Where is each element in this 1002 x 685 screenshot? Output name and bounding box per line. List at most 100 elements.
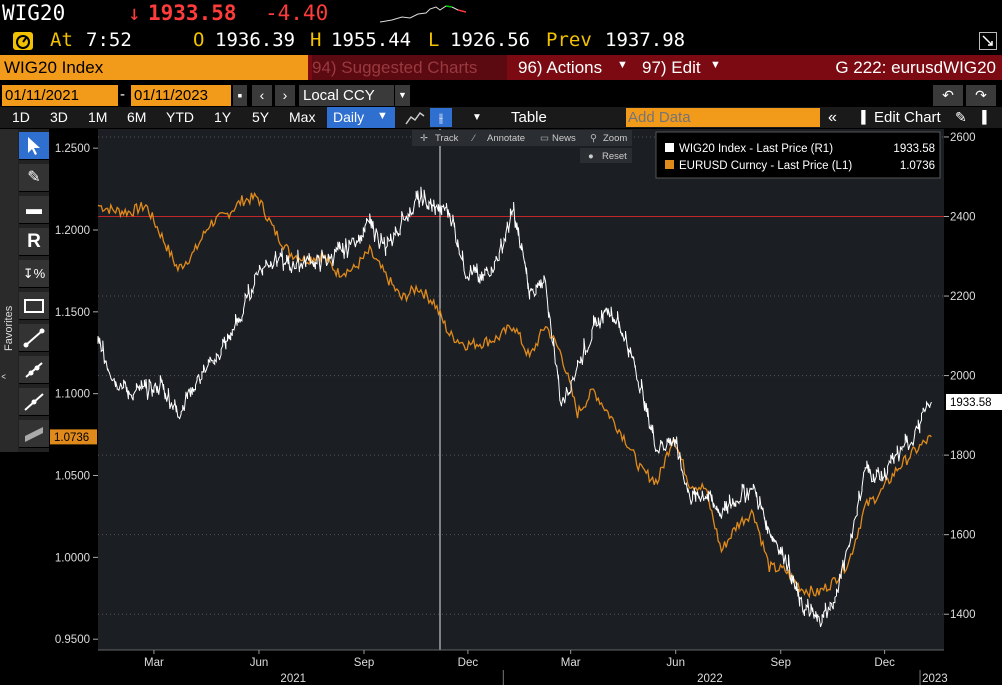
actions-menu-button[interactable]: 96) Actions <box>518 58 603 77</box>
favorites-tab[interactable]: Favorites ^ <box>0 129 18 452</box>
right-tick-label-2: 2200 <box>950 291 976 303</box>
open-label: O <box>193 29 205 51</box>
retracement-tool-icon[interactable]: R <box>19 228 49 256</box>
rectangle-tool-icon[interactable] <box>19 292 49 320</box>
left-axis: 1.2500 1.2000 1.1500 1.1000 1.0500 1.0000 0.95… <box>55 143 98 646</box>
trendline-tool-icon[interactable] <box>19 324 49 352</box>
ticker-symbol: WIG20 <box>2 1 66 25</box>
percent-change-tool-icon[interactable]: ↧% <box>19 260 49 288</box>
left-current-value: 1.0736 <box>54 432 89 444</box>
menu-bar: WIG20 Index 94) Suggested Charts 96) Act… <box>0 55 1002 80</box>
chart-type-chevron-down-icon[interactable]: ▼ <box>472 112 482 123</box>
prev-price: 1937.98 <box>605 29 686 51</box>
zoom-button[interactable]: Zoom <box>603 133 627 144</box>
period-max[interactable]: Max <box>289 109 316 125</box>
ticker-header: WIG20 ↓ 1933.58 -4.40 <box>0 0 1002 28</box>
expand-icon[interactable] <box>979 32 997 50</box>
annotate-button[interactable]: Annotate <box>487 133 525 144</box>
period-1m[interactable]: 1M <box>88 109 108 125</box>
x-tick-label-0: Mar <box>144 657 164 669</box>
security-title[interactable]: WIG20 Index <box>0 55 308 80</box>
currency-select[interactable]: Local CCY <box>299 85 394 106</box>
chart-legend[interactable]: WIG20 Index - Last Price (R1) 1933.58 EU… <box>655 131 941 179</box>
legend-value-wig20: 1933.58 <box>893 143 935 155</box>
series-line-wig20 <box>97 186 932 628</box>
price-chart[interactable]: 1.2500 1.2000 1.1500 1.1000 1.0500 1.0000 0.95… <box>0 129 1002 685</box>
pencil-icon[interactable]: ✎ <box>955 109 967 125</box>
toolbar-bar-icon: ▐ <box>978 110 987 124</box>
next-period-button[interactable]: › <box>275 85 295 106</box>
reset-button[interactable]: Reset <box>602 151 627 162</box>
price-change: -4.40 <box>265 1 329 25</box>
legend-swatch-wig20 <box>665 143 674 152</box>
period-3d[interactable]: 3D <box>50 109 68 125</box>
bar-chart-icon[interactable]: ⫲ <box>430 108 452 127</box>
frequency-select[interactable]: Daily ▼ <box>327 107 395 128</box>
collapse-left-icon[interactable]: « <box>828 109 837 126</box>
period-6m[interactable]: 6M <box>127 109 147 125</box>
ray-tool-icon[interactable] <box>19 356 49 384</box>
x-tick-label-5: Jun <box>666 657 685 669</box>
edit-chart-bar-icon: ▐ <box>857 110 866 124</box>
redo-icon[interactable]: ↷ <box>966 85 996 106</box>
frequency-chevron-down-icon: ▼ <box>377 110 388 122</box>
right-current-value: 1933.58 <box>950 397 992 409</box>
news-button[interactable]: News <box>552 133 576 144</box>
x-axis: Mar Jun Sep Dec Mar Jun Sep Dec 2021 2022 2023 <box>98 649 948 685</box>
table-button[interactable]: Table <box>511 109 547 126</box>
low-label: L <box>428 29 440 51</box>
period-1d[interactable]: 1D <box>12 109 30 125</box>
right-tick-label-6: 1400 <box>950 609 976 621</box>
left-tick-label-4: 1.0500 <box>55 471 90 483</box>
last-price: 1933.58 <box>148 1 237 25</box>
plot-area <box>98 129 944 650</box>
right-tick-label-5: 1600 <box>950 530 976 542</box>
draw-tool-icon[interactable]: ✎ <box>19 164 49 192</box>
right-tick-label-4: 1800 <box>950 450 976 462</box>
edit-chart-button[interactable]: Edit Chart <box>874 109 941 126</box>
x-tick-label-4: Mar <box>561 657 581 669</box>
favorites-expand-icon[interactable]: ^ <box>0 374 12 379</box>
channel-tool-icon[interactable] <box>19 420 49 448</box>
chart-tools: ✛ Track ⁄ Annotate ▭ News ⚲ Zoom ● Reset <box>412 130 632 163</box>
track-button[interactable]: Track <box>435 133 459 144</box>
x-year-label-0: 2021 <box>280 673 306 685</box>
suggested-charts-button[interactable]: 94) Suggested Charts <box>312 55 507 80</box>
left-tick-label-0: 1.2500 <box>55 143 90 155</box>
legend-label-wig20: WIG20 Index - Last Price (R1) <box>679 143 833 155</box>
open-price: 1936.39 <box>215 29 296 51</box>
left-tick-label-6: 0.9500 <box>55 634 90 646</box>
right-tick-label-0: 2600 <box>950 132 976 144</box>
prev-period-button[interactable]: ‹ <box>252 85 272 106</box>
extended-line-tool-icon[interactable] <box>19 388 49 416</box>
high-price: 1955.44 <box>331 29 412 51</box>
legend-label-eurusd: EURUSD Curncy - Last Price (L1) <box>679 160 852 172</box>
down-arrow-icon: ↓ <box>128 1 141 25</box>
favorites-label: Favorites <box>3 305 15 351</box>
zoom-icon: ⚲ <box>590 133 597 144</box>
calendar-icon[interactable]: ▪ <box>233 85 247 106</box>
left-tick-label-2: 1.1500 <box>55 307 90 319</box>
clock-gauge-icon <box>13 32 33 50</box>
frequency-label: Daily <box>333 109 365 125</box>
annotate-icon: ⁄ <box>471 133 476 144</box>
undo-icon[interactable]: ↶ <box>933 85 963 106</box>
low-price: 1926.56 <box>450 29 531 51</box>
period-1y[interactable]: 1Y <box>214 109 232 125</box>
left-tick-label-5: 1.0000 <box>55 552 90 564</box>
end-date-input[interactable]: 01/11/2023 <box>131 85 231 106</box>
period-ytd[interactable]: YTD <box>166 109 194 125</box>
sparkline-icon <box>380 5 466 23</box>
currency-chevron-down-icon[interactable]: ▼ <box>395 85 410 106</box>
chart-code: G 222: eurusdWIG20 <box>835 58 996 77</box>
horizontal-line-tool-icon[interactable]: ▬ <box>19 196 49 224</box>
edit-menu-button[interactable]: 97) Edit <box>642 58 701 77</box>
x-tick-label-3: Dec <box>458 657 479 669</box>
line-chart-icon[interactable] <box>405 110 425 126</box>
x-tick-label-7: Dec <box>874 657 895 669</box>
pointer-tool-icon[interactable] <box>19 132 49 160</box>
add-data-input[interactable] <box>626 108 820 127</box>
start-date-input[interactable]: 01/11/2021 <box>2 85 118 106</box>
legend-value-eurusd: 1.0736 <box>900 160 935 172</box>
period-5y[interactable]: 5Y <box>252 109 270 125</box>
